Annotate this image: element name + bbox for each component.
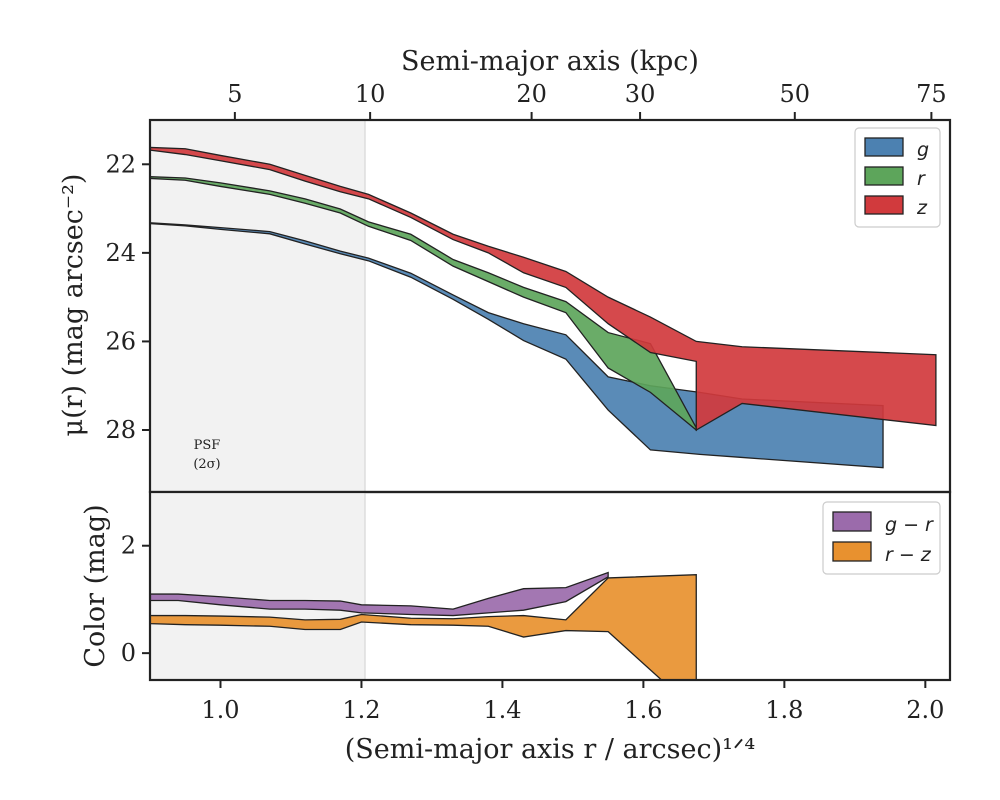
top-legend-swatch <box>864 195 904 215</box>
psf-shade-bottom <box>150 492 365 680</box>
top-legend-swatch <box>864 137 904 157</box>
top-xtick-label: 20 <box>516 80 547 108</box>
top-legend-swatch <box>864 166 904 186</box>
bottom-panel-ylabel: Color (mag) <box>80 504 111 667</box>
top-xtick-label: 30 <box>625 80 656 108</box>
top-xtick-label: 5 <box>227 80 242 108</box>
color-band-1 <box>150 574 697 680</box>
bottom-legend-swatch <box>832 541 872 562</box>
bottom-axis-title: (Semi-major axis r / arcsec)¹ᐟ⁴ <box>345 734 755 765</box>
surface-brightness-panel: PSF (2σ) 22 24 26 28 5 10 20 30 50 75 grz <box>105 80 952 494</box>
psf-shade-top <box>150 120 365 492</box>
top-legend-label: g <box>917 139 929 161</box>
top-legend-label: r <box>917 168 926 190</box>
bottom-xtick-label: 1.0 <box>201 696 239 724</box>
bottom-panel-frame <box>148 490 952 682</box>
bottom-legend-label: r − z <box>885 544 932 566</box>
color-panel: 0 2 1.0 1.2 1.4 1.6 1.8 2.0 g − r r − z <box>121 490 952 724</box>
color-band-0 <box>150 571 609 617</box>
bottom-legend-label: g − r <box>885 514 934 536</box>
top-xtick-label: 10 <box>355 80 386 108</box>
top-ytick-label: 22 <box>105 150 136 178</box>
bottom-xtick-label: 1.8 <box>765 696 803 724</box>
top-panel-ylabel: μ(r) (mag arcsec⁻²) <box>58 174 89 437</box>
psf-label-sigma: (2σ) <box>193 457 220 472</box>
top-legend-label: z <box>916 197 928 219</box>
surface-brightness-band-2 <box>150 146 937 432</box>
psf-label: PSF <box>194 438 221 453</box>
bottom-xtick-label: 2.0 <box>906 696 944 724</box>
bottom-xtick-label: 1.6 <box>624 696 662 724</box>
bottom-xtick-label: 1.4 <box>483 696 521 724</box>
top-xtick-label: 50 <box>780 80 811 108</box>
top-ytick-label: 24 <box>105 239 136 267</box>
top-axis-title: Semi-major axis (kpc) <box>401 46 699 77</box>
top-xtick-label: 75 <box>916 80 947 108</box>
bottom-ytick-label: 0 <box>121 639 136 667</box>
bottom-ytick-label: 2 <box>121 532 136 560</box>
bottom-xtick-label: 1.2 <box>342 696 380 724</box>
top-ytick-label: 28 <box>105 416 136 444</box>
top-ytick-label: 26 <box>105 327 136 355</box>
bottom-legend-swatch <box>832 511 872 532</box>
